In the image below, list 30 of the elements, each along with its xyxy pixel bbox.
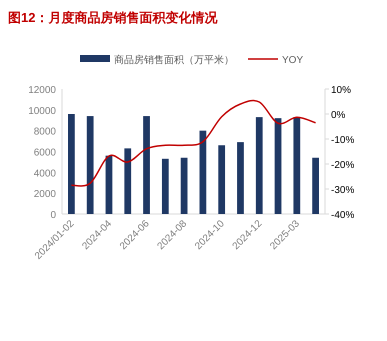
y2-tick-label: -40% [331,210,354,221]
bar [274,118,282,214]
bar [124,148,132,214]
y-tick-label: 10000 [28,106,56,117]
y2-tick-label: -10% [331,135,354,146]
bar [180,158,188,214]
bar [200,130,206,214]
bar [256,117,263,214]
y-tick-label: 0 [50,210,56,221]
bar [162,158,169,214]
bar [106,156,112,214]
y-tick-label: 4000 [34,168,56,180]
y2-tick-label: 0% [331,110,346,121]
y-tick-label: 6000 [34,148,56,158]
y-tick-label: 2000 [34,189,56,200]
y-tick-label: 12000 [28,85,56,96]
bar [218,145,226,214]
bar [68,114,75,214]
legend-label: YOY [282,55,304,66]
y2-tick-label: -30% [331,185,354,196]
bar [237,142,244,214]
bar [86,116,94,214]
bar [293,117,300,214]
y-tick-label: 8000 [34,126,56,138]
legend-label: 商品房销售面积（万平米） [114,54,234,66]
bar [143,116,150,214]
y2-tick-label: -20% [331,160,354,171]
bar [312,158,319,214]
chart-title: 图12：月度商品房销售面积变化情况 [8,10,218,25]
y2-tick-label: 10% [331,85,352,96]
